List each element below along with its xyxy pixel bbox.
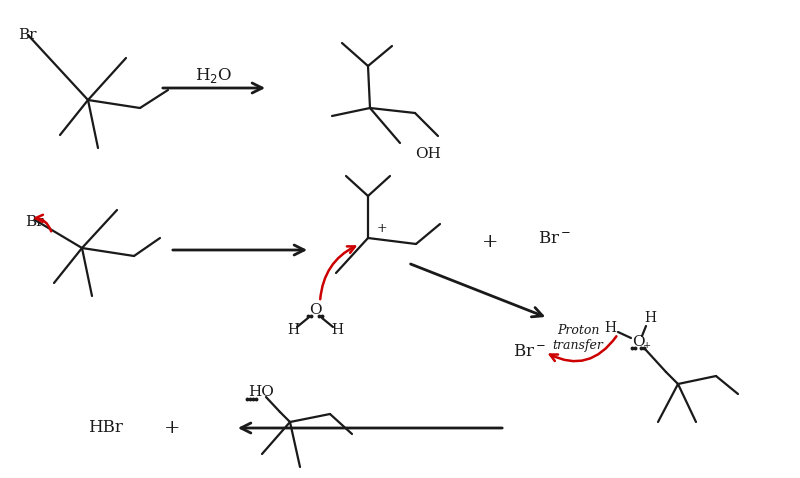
Text: +: + bbox=[643, 340, 651, 349]
Text: +: + bbox=[482, 233, 498, 251]
Text: Proton: Proton bbox=[557, 324, 599, 337]
Text: H: H bbox=[604, 321, 616, 335]
Text: Br: Br bbox=[18, 28, 37, 42]
Text: H$_2$O: H$_2$O bbox=[195, 65, 233, 85]
Text: Br$^-$: Br$^-$ bbox=[514, 344, 546, 360]
Text: HBr: HBr bbox=[87, 420, 122, 436]
Text: transfer: transfer bbox=[553, 338, 603, 351]
Text: H: H bbox=[331, 323, 343, 337]
Text: Br: Br bbox=[25, 215, 43, 229]
Text: HO: HO bbox=[248, 385, 274, 399]
Text: Br$^-$: Br$^-$ bbox=[538, 229, 571, 247]
Text: +: + bbox=[377, 221, 387, 235]
Text: +: + bbox=[164, 419, 180, 437]
Text: OH: OH bbox=[415, 147, 441, 161]
Text: H: H bbox=[287, 323, 299, 337]
Text: O: O bbox=[632, 335, 644, 349]
Text: O: O bbox=[309, 303, 322, 317]
Text: H: H bbox=[644, 311, 656, 325]
